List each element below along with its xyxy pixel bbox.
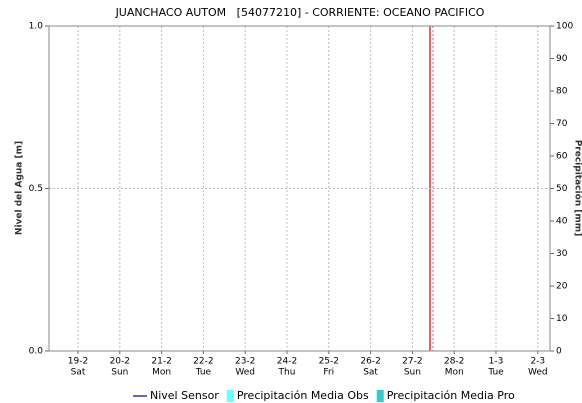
y-tick-label: 0.5 [29, 184, 43, 194]
x-tick-label: 1-3 [489, 357, 504, 367]
x-tick-label: Wed [528, 368, 548, 378]
x-tick-label: Sun [404, 368, 421, 378]
y2-axis-label: Precipitación [mm] [573, 140, 582, 237]
legend-swatch [226, 390, 234, 402]
legend-label: Precipitación Media Pro [387, 389, 515, 402]
x-tick-label: 27-2 [402, 357, 422, 367]
y-tick-label: 1.0 [29, 22, 44, 32]
y2-tick-label: 10 [556, 314, 568, 324]
y2-tick-label: 40 [556, 217, 568, 227]
x-tick-label: Sun [111, 368, 128, 378]
y-axis-label: Nivel del Agua [m] [15, 141, 25, 235]
x-tick-label: Fri [323, 368, 334, 378]
x-tick-label: 21-2 [151, 357, 171, 367]
x-tick-label: Mon [445, 368, 464, 378]
x-tick-label: 22-2 [193, 357, 213, 367]
y2-tick-label: 0 [556, 347, 562, 357]
y2-tick-label: 90 [556, 54, 568, 64]
y2-tick-label: 50 [556, 184, 568, 194]
x-tick-label: 25-2 [319, 357, 339, 367]
y2-tick-label: 20 [556, 282, 568, 292]
y-tick-label: 0.0 [29, 347, 44, 357]
x-tick-label: Tue [487, 368, 504, 378]
x-tick-label: Wed [235, 368, 255, 378]
legend-swatch [376, 390, 384, 402]
x-tick-label: Sat [363, 368, 378, 378]
y2-tick-label: 100 [556, 22, 573, 32]
chart-title: JUANCHACO AUTOM [54077210] - CORRIENTE: … [115, 6, 485, 19]
y2-tick-label: 30 [556, 249, 568, 259]
legend-label: Precipitación Media Obs [237, 389, 369, 402]
y2-tick-label: 60 [556, 152, 568, 162]
x-tick-label: 28-2 [444, 357, 464, 367]
x-tick-label: 20-2 [110, 357, 130, 367]
x-tick-label: 19-2 [68, 357, 88, 367]
x-tick-label: Mon [152, 368, 171, 378]
x-tick-label: 2-3 [530, 357, 545, 367]
x-tick-label: Thu [278, 368, 296, 378]
x-tick-label: 23-2 [235, 357, 255, 367]
plot-frame [48, 25, 551, 352]
y2-tick-label: 80 [556, 87, 568, 97]
x-tick-label: Tue [195, 368, 212, 378]
x-tick-label: 26-2 [360, 357, 380, 367]
x-tick-label: Sat [71, 368, 86, 378]
y2-tick-label: 70 [556, 119, 568, 129]
x-tick-label: 24-2 [277, 357, 297, 367]
legend-label: Nivel Sensor [150, 389, 219, 402]
